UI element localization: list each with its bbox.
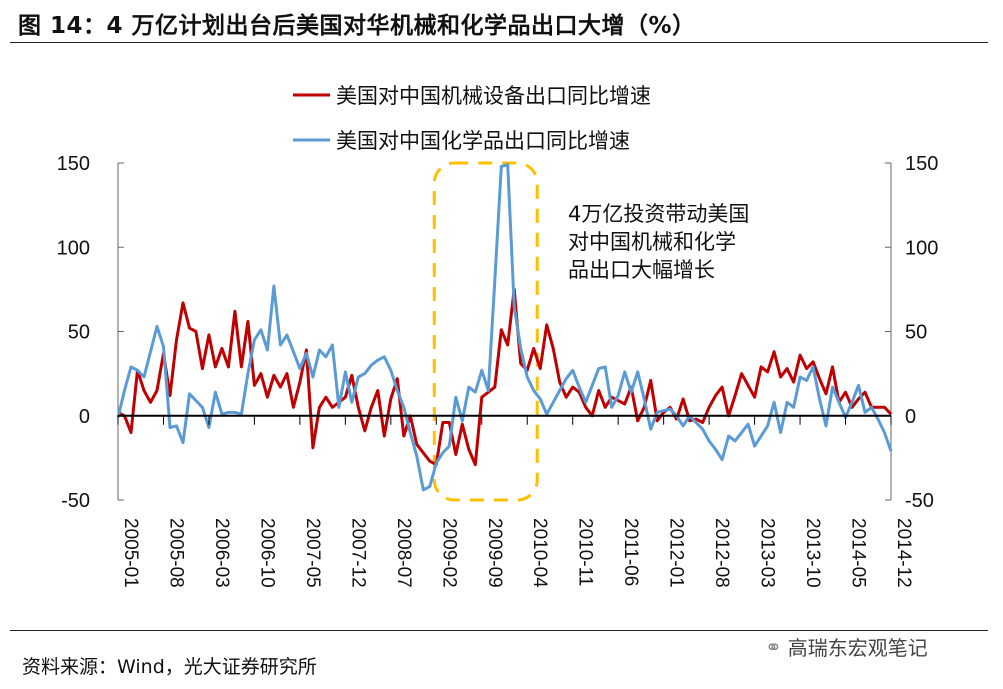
- x-tick-label: 2006-10: [256, 518, 277, 588]
- x-tick-label: 2013-03: [757, 518, 778, 588]
- series-line-chemicals: [116, 163, 893, 492]
- x-tick-label: 2011-06: [620, 518, 641, 586]
- watermark-text: 高瑞东宏观笔记: [787, 636, 928, 660]
- x-tick-label: 2012-08: [711, 518, 732, 588]
- footer-divider: [10, 630, 988, 631]
- series-line-machinery: [117, 287, 893, 467]
- right-tick-label: 150: [905, 153, 938, 175]
- figure-title: 图 14：4 万亿计划出台后美国对华机械和化学品出口大增（%）: [18, 13, 696, 39]
- annotation-text: 4万亿投资带动美国: [568, 202, 749, 226]
- x-tick-label: 2013-10: [802, 518, 823, 588]
- left-tick-label: 0: [79, 406, 90, 428]
- x-tick-label: 2007-12: [347, 518, 368, 588]
- source-note: 资料来源：Wind，光大证券研究所: [22, 656, 317, 678]
- wechat-icon: ⚭: [765, 634, 782, 659]
- x-tick-label: 2005-01: [120, 518, 141, 588]
- watermark: ⚭ 高瑞东宏观笔记: [765, 632, 928, 661]
- x-tick-label: 2006-03: [211, 518, 232, 588]
- x-tick-label: 2005-08: [165, 518, 186, 588]
- x-tick-label: 2014-05: [848, 518, 869, 588]
- legend-label: 美国对中国化学品出口同比增速: [336, 129, 630, 153]
- title-divider: [10, 42, 988, 43]
- left-tick-label: -50: [61, 490, 90, 512]
- left-tick-label: 50: [68, 322, 90, 344]
- x-tick-label: 2012-01: [666, 518, 687, 588]
- right-tick-label: -50: [905, 490, 934, 512]
- left-tick-label: 100: [57, 237, 90, 259]
- right-tick-label: 50: [905, 322, 927, 344]
- highlight-box: [432, 161, 539, 502]
- x-tick-label: 2008-07: [393, 518, 414, 588]
- x-tick-label: 2014-12: [893, 518, 914, 588]
- legend-label: 美国对中国机械设备出口同比增速: [336, 84, 651, 108]
- left-tick-label: 150: [57, 153, 90, 175]
- x-tick-label: 2010-11: [575, 518, 596, 586]
- x-tick-label: 2010-04: [529, 518, 550, 588]
- annotation-text: 品出口大幅增长: [568, 258, 715, 282]
- x-tick-label: 2009-09: [484, 518, 505, 588]
- right-tick-label: 100: [905, 237, 938, 259]
- right-tick-label: 0: [905, 406, 916, 428]
- annotation-text: 对中国机械和化学: [568, 230, 736, 254]
- x-tick-label: 2007-05: [302, 518, 323, 588]
- x-tick-label: 2009-02: [438, 518, 459, 588]
